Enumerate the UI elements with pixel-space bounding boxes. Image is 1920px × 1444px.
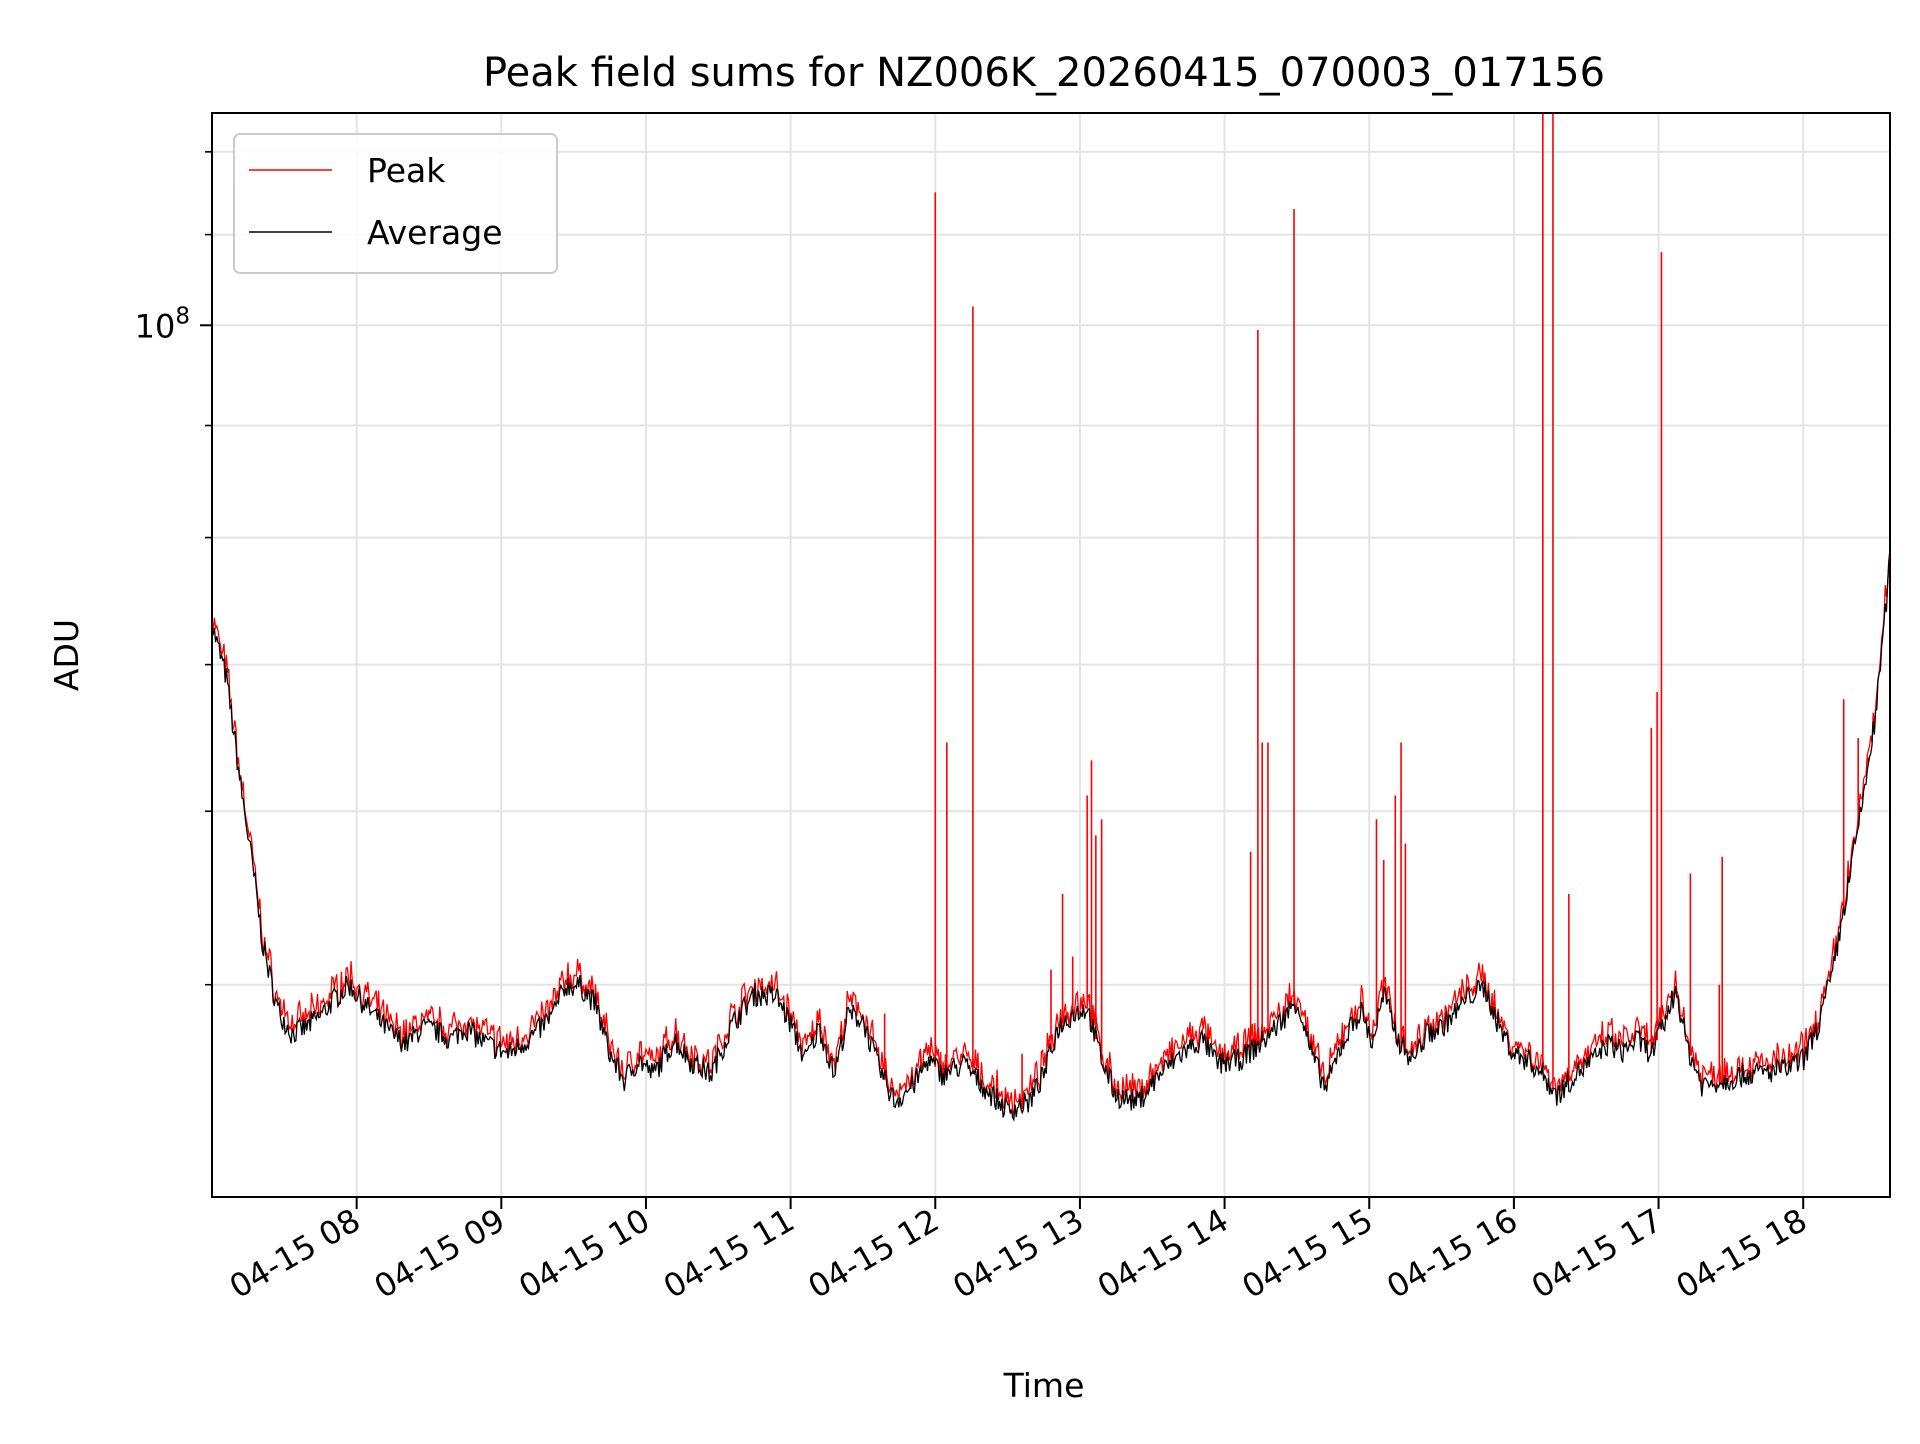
plot-frame	[211, 112, 1891, 1198]
chart-title: Peak field sums for NZ006K_20260415_0700…	[483, 50, 1605, 96]
legend: Peak Average	[233, 133, 558, 274]
y-tick-label-base: 10	[135, 307, 176, 345]
average-series-line	[212, 555, 1890, 1123]
y-tick-label: 108	[135, 303, 190, 345]
legend-peak-label: Peak	[367, 151, 446, 190]
plot-layer	[212, 113, 1890, 1123]
legend-average-label: Average	[367, 213, 503, 252]
grid-layer	[212, 113, 1890, 1197]
legend-box	[233, 133, 558, 274]
y-axis-label: ADU	[47, 619, 86, 691]
y-tick-label-exponent: 8	[175, 303, 190, 329]
x-axis-label: Time	[1003, 1366, 1085, 1405]
